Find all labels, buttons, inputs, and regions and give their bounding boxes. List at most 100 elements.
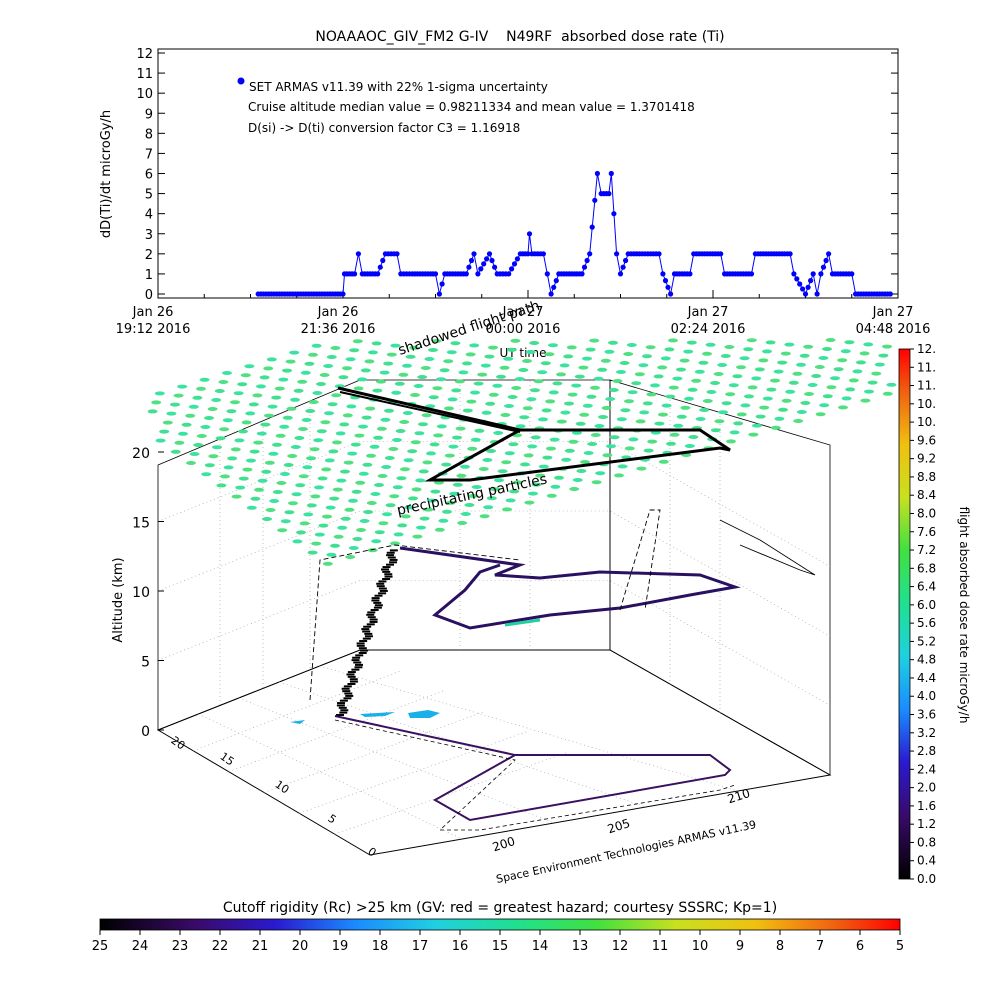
rigidity-ticks: 25 24 23 22 21 20 19 18 17 16 15 14 13 12 11 10 9 8 7 6 5 bbox=[92, 930, 904, 954]
rigidity-cell bbox=[751, 376, 762, 381]
rigidity-cell bbox=[379, 370, 390, 375]
data-point bbox=[492, 264, 498, 270]
ground-shadow-track bbox=[334, 719, 736, 831]
data-point bbox=[377, 264, 383, 270]
rigidity-cell bbox=[275, 433, 286, 438]
rigidity-tick-label: 14 bbox=[532, 939, 549, 954]
rigidity-cell bbox=[312, 391, 323, 395]
rigidity-cell bbox=[307, 550, 318, 555]
rigidity-cell bbox=[226, 409, 237, 414]
rigidity-cell bbox=[811, 374, 822, 378]
rigidity-cell bbox=[438, 518, 449, 523]
longitude-ticks: 200 205 210 bbox=[491, 786, 752, 854]
rigidity-cell bbox=[409, 345, 420, 350]
rigidity-cell bbox=[204, 463, 215, 468]
rigidity-cell bbox=[477, 372, 488, 377]
data-point bbox=[810, 271, 816, 277]
rigidity-cell bbox=[395, 429, 406, 433]
rigidity-cell bbox=[470, 437, 481, 442]
data-point bbox=[506, 271, 512, 277]
rigidity-cell bbox=[261, 469, 272, 474]
data-point bbox=[608, 170, 614, 177]
y-tick-label: 3 bbox=[145, 228, 153, 243]
rigidity-cell bbox=[199, 377, 210, 382]
floor-grid-line bbox=[228, 690, 444, 772]
data-point bbox=[355, 251, 361, 257]
rigidity-cell bbox=[345, 555, 356, 559]
rigidity-cell bbox=[303, 512, 314, 517]
rigidity-grid bbox=[147, 338, 897, 566]
rigidity-cell bbox=[301, 418, 312, 422]
y-axis-label: dD(Ti)/dt microGy/h bbox=[99, 110, 114, 238]
data-point bbox=[551, 284, 557, 290]
rigidity-cell bbox=[762, 396, 773, 401]
rigidity-cell bbox=[467, 446, 478, 451]
rigidity-cell bbox=[591, 480, 602, 485]
rigidity-cell bbox=[460, 512, 471, 516]
altitude-tick-label: 20 bbox=[132, 446, 150, 462]
rigidity-cell bbox=[331, 393, 342, 398]
rigidity-cell bbox=[295, 483, 306, 488]
rigidity-cell bbox=[170, 449, 181, 454]
rigidity-cell bbox=[882, 391, 893, 396]
rigidity-cell bbox=[684, 444, 695, 448]
rigidity-cell bbox=[492, 383, 503, 388]
rigidity-cell bbox=[595, 471, 606, 476]
rigidity-cell bbox=[568, 439, 579, 444]
rigidity-cell bbox=[606, 444, 616, 449]
rigidity-cell bbox=[418, 469, 429, 474]
rigidity-cell bbox=[452, 435, 462, 440]
rigidity-cell bbox=[286, 406, 297, 411]
rigidity-cell bbox=[612, 379, 623, 383]
rigidity-cell bbox=[657, 365, 668, 370]
rigidity-cell bbox=[252, 393, 263, 398]
rigidity-cell bbox=[819, 403, 830, 408]
rigidity-cell bbox=[377, 474, 388, 478]
rigidity-cell bbox=[348, 498, 358, 503]
rigidity-cell bbox=[660, 356, 671, 361]
rigidity-cell bbox=[257, 478, 268, 483]
rigidity-cell bbox=[290, 397, 300, 402]
data-point bbox=[818, 271, 824, 277]
rigidity-cell bbox=[322, 514, 332, 519]
rigidity-cell bbox=[178, 431, 188, 436]
rigidity-cell bbox=[825, 338, 836, 342]
rigidity-cell bbox=[259, 375, 270, 380]
rigidity-cell bbox=[531, 482, 542, 487]
rigidity-tick-label: 9 bbox=[736, 939, 744, 954]
rigidity-cell bbox=[608, 388, 619, 392]
rigidity-cell bbox=[803, 344, 814, 349]
rigidity-cell bbox=[728, 383, 739, 388]
rigidity-cell bbox=[447, 397, 458, 402]
rigidity-cell bbox=[523, 453, 534, 458]
rigidity-cell bbox=[688, 435, 699, 439]
rigidity-cell bbox=[413, 384, 424, 388]
rigidity-cell bbox=[250, 496, 261, 501]
rigidity-cell bbox=[214, 389, 225, 393]
rigidity-cell bbox=[746, 338, 757, 343]
rigidity-cell bbox=[838, 405, 848, 410]
rigidity-cell bbox=[442, 509, 452, 514]
data-point bbox=[509, 266, 515, 272]
floor-grid-line bbox=[193, 670, 402, 752]
rigidity-cell bbox=[822, 347, 832, 351]
rigidity-cell bbox=[218, 380, 229, 384]
rigidity-tick-label: 19 bbox=[332, 939, 349, 954]
rigidity-cell bbox=[342, 413, 353, 418]
rigidity-cell bbox=[628, 437, 639, 442]
rigidity-cell bbox=[426, 451, 436, 456]
colorbar-tick-label: 4.8 bbox=[917, 653, 936, 667]
rigidity-cell bbox=[404, 505, 415, 510]
rigidity-cell bbox=[436, 377, 446, 382]
rigidity-cell bbox=[699, 408, 710, 412]
latitude-tick-label: 0 bbox=[365, 845, 378, 860]
rigidity-cell bbox=[426, 498, 437, 503]
rigidity-cell bbox=[572, 478, 583, 482]
rigidity-cell bbox=[269, 499, 280, 503]
rigidity-tick-label: 13 bbox=[572, 939, 589, 954]
rigidity-tick-label: 7 bbox=[816, 939, 824, 954]
rigidity-cell bbox=[512, 480, 523, 485]
rigidity-cell bbox=[636, 466, 647, 471]
rigidity-cell bbox=[490, 487, 501, 492]
